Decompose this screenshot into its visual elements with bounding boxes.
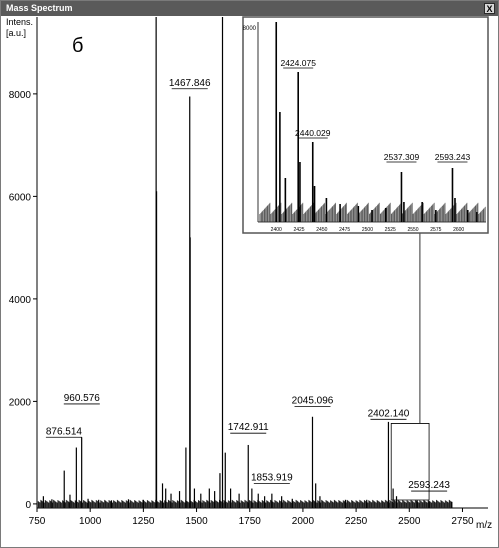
x-tick-label: 1000 [79, 516, 102, 527]
baseline-noise [37, 499, 452, 508]
title-bar: Mass Spectrum X [1, 1, 498, 16]
inset-x-tick-label: 2400 [271, 227, 282, 233]
peak-label: 2402.140 [368, 408, 410, 419]
inset-peak-label: 2593.243 [435, 152, 471, 162]
peak-label: 876.514 [46, 426, 83, 437]
inset-peak-label: 2440.029 [295, 128, 331, 138]
y-tick-label: 6000 [9, 192, 32, 203]
inset-y-tick-label: 8000 [243, 26, 257, 32]
y-tick-label: 8000 [9, 90, 32, 101]
inset-plot: 8000 2400 2425 2450 2475 2500 2525 2550 2575 2600… [242, 16, 489, 234]
x-tick-label: 2500 [398, 516, 421, 527]
x-tick-label: 2750 [451, 516, 474, 527]
inset-x-tick-label: 2575 [430, 227, 441, 233]
inset-frame [242, 16, 489, 234]
zoom-region-box [390, 423, 430, 501]
x-tick-label: 1750 [239, 516, 262, 527]
peak-label: 1467.846 [169, 78, 211, 89]
inset-peak-label: 2537.309 [384, 152, 420, 162]
inset-x-tick-label: 2600 [453, 227, 464, 233]
inset-x-tick-label: 2500 [362, 227, 373, 233]
y-axis-label-line2: [a.u.] [6, 28, 26, 38]
peak-label: 1853.919 [251, 472, 293, 483]
x-tick-label: 1500 [185, 516, 208, 527]
y-tick-label: 4000 [9, 295, 32, 306]
peak-label: 1742.911 [228, 422, 269, 433]
y-tick-label: 2000 [9, 397, 32, 408]
window-title: Mass Spectrum [6, 3, 73, 13]
main-plot: 750 1000 1250 1500 1750 2000 2250 2500 2750 0 2000… [9, 17, 488, 527]
peak-label: 2593.243 [408, 480, 450, 491]
close-icon: X [486, 4, 493, 14]
y-tick-label: 0 [25, 500, 31, 511]
inset-x-tick-label: 2475 [339, 227, 350, 233]
inset-peak-label: 2424.075 [280, 58, 316, 68]
x-tick-label: 750 [29, 516, 46, 527]
inset-x-tick-label: 2450 [316, 227, 327, 233]
x-axis-label: m/z [476, 520, 492, 531]
close-button[interactable]: X [484, 3, 495, 14]
inset-x-tick-label: 2525 [385, 227, 396, 233]
peak-label: 2045.096 [292, 396, 334, 407]
inset-x-tick-label: 2425 [293, 227, 304, 233]
x-tick-label: 2000 [292, 516, 315, 527]
panel-label: б [72, 35, 83, 57]
x-tick-label: 1250 [132, 516, 155, 527]
inset-x-tick-label: 2550 [407, 227, 418, 233]
x-tick-label: 2250 [345, 516, 368, 527]
peak-label: 960.576 [64, 393, 101, 404]
y-axis-label-line1: Intens. [6, 17, 33, 27]
